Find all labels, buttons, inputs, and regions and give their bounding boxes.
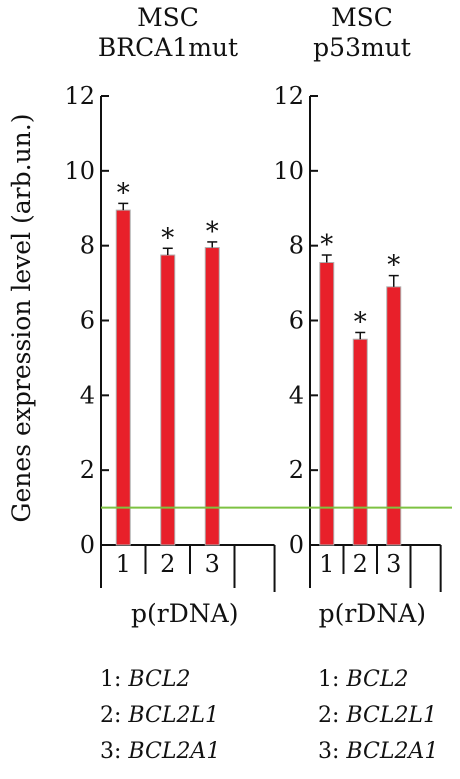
legend-gene: BCL2 xyxy=(128,667,191,692)
panel2-y-tick-label: 4 xyxy=(289,381,304,409)
panel2-title-line: p53mut xyxy=(313,33,411,62)
panel2-y-tick-label: 0 xyxy=(289,531,304,559)
panel2-x-label: p(rDNA) xyxy=(319,599,426,628)
y-axis-label: Genes expression level (arb.un.) xyxy=(7,114,36,523)
legend-item: 1: BCL2 xyxy=(318,662,438,698)
legend-item: 1: BCL2 xyxy=(100,662,220,698)
panel1-y-tick-label: 12 xyxy=(64,82,95,110)
panel2-significance-label: * xyxy=(354,307,367,337)
panel1-y-tick-label: 4 xyxy=(80,381,95,409)
panel1-x-label: p(rDNA) xyxy=(131,599,238,628)
panel2-significance-label: * xyxy=(320,230,333,260)
legend-key: 1: xyxy=(318,667,340,692)
legend-item: 2: BCL2L1 xyxy=(318,698,438,734)
panel1-title-line: BRCA1mut xyxy=(98,33,238,62)
legend-right: 1: BCL2 2: BCL2L1 3: BCL2A1 xyxy=(318,662,438,770)
legend-item: 2: BCL2L1 xyxy=(100,698,220,734)
panel1-significance-label: * xyxy=(161,223,174,253)
panel1-significance-label: * xyxy=(206,217,219,247)
legend-gene: BCL2L1 xyxy=(128,703,220,728)
legend-key: 3: xyxy=(100,739,122,764)
panel1-bar xyxy=(160,254,176,546)
panel2-significance-label: * xyxy=(387,251,400,281)
legend-gene: BCL2A1 xyxy=(346,739,439,764)
panel2-bar xyxy=(319,262,335,546)
panel2-x-tick-label: 3 xyxy=(386,550,401,578)
legend-key: 2: xyxy=(318,703,340,728)
legend-item: 3: BCL2A1 xyxy=(100,734,220,770)
panel2-y-tick-label: 12 xyxy=(273,82,304,110)
panel1-x-tick-label: 1 xyxy=(116,550,131,578)
panel1-y-tick-label: 6 xyxy=(80,307,95,335)
panel2-y-tick-label: 2 xyxy=(289,456,304,484)
panel1-significance-label: * xyxy=(117,178,130,208)
legend-gene: BCL2L1 xyxy=(346,703,438,728)
panel2-y-tick-label: 6 xyxy=(289,307,304,335)
panel1-x-tick-label: 3 xyxy=(205,550,220,578)
panel2-title-line: MSC xyxy=(331,3,393,32)
panel2-x-tick-label: 1 xyxy=(319,550,334,578)
panel1-y-tick-label: 2 xyxy=(80,456,95,484)
panel1-bar xyxy=(204,247,220,546)
panel2-y-tick-label: 10 xyxy=(273,157,304,185)
legend-gene: BCL2 xyxy=(346,667,409,692)
panel1-y-tick-label: 8 xyxy=(80,232,95,260)
panel1-y-tick-label: 10 xyxy=(64,157,95,185)
panel1-title-line: MSC xyxy=(137,3,199,32)
legend-item: 3: BCL2A1 xyxy=(318,734,438,770)
panel2-y-tick-label: 8 xyxy=(289,232,304,260)
legend-key: 3: xyxy=(318,739,340,764)
legend-gene: BCL2A1 xyxy=(128,739,221,764)
panel2-x-tick-label: 2 xyxy=(353,550,368,578)
panel1-bar xyxy=(115,209,131,546)
panel2-bar xyxy=(352,338,368,546)
legend-key: 2: xyxy=(100,703,122,728)
legend-key: 1: xyxy=(100,667,122,692)
panel1-y-tick-label: 0 xyxy=(80,531,95,559)
panel1-x-tick-label: 2 xyxy=(160,550,175,578)
panel2-bar xyxy=(386,286,402,546)
legend-left: 1: BCL2 2: BCL2L1 3: BCL2A1 xyxy=(100,662,220,770)
